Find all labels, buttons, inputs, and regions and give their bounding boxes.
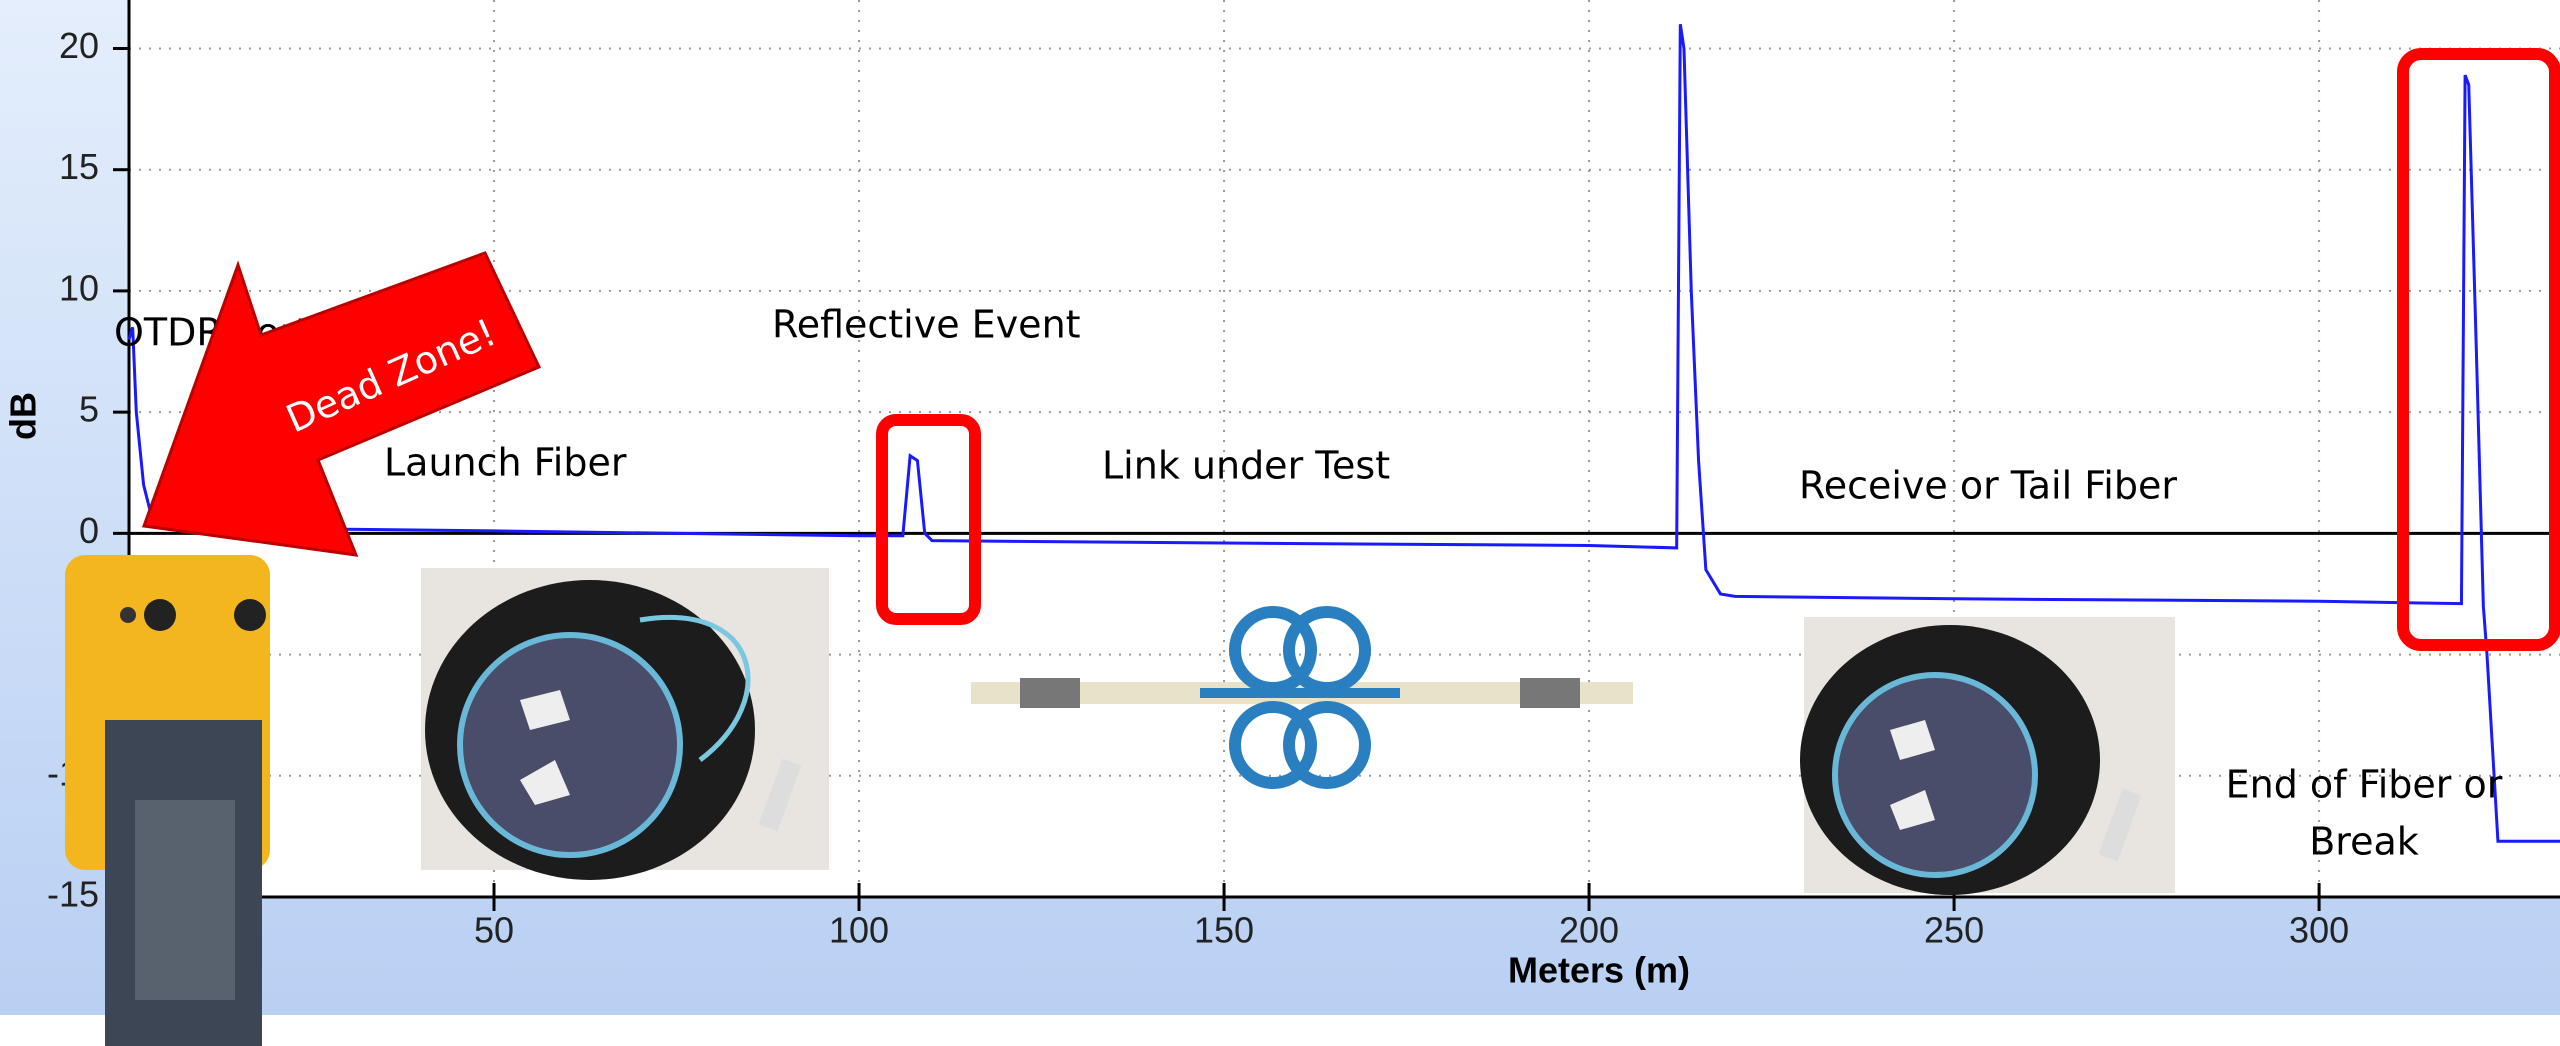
annotation: End of Fiber or	[2226, 763, 2503, 807]
annotation: Receive or Tail Fiber	[1799, 464, 2177, 508]
annotation: Link under Test	[1102, 444, 1390, 488]
launch-fiber-photo	[421, 568, 829, 880]
x-tick-label: 200	[1559, 910, 1619, 951]
dead-zone-arrow	[141, 251, 542, 557]
x-tick-label: 250	[1924, 910, 1984, 951]
receive-fiber-photo	[1800, 617, 2175, 895]
y-tick-label: 20	[59, 25, 99, 66]
patch-cable-image	[971, 606, 1633, 789]
annotation: Break	[2309, 820, 2419, 864]
y-tick-label: -15	[47, 874, 99, 915]
x-tick-label: 100	[829, 910, 889, 951]
y-tick-label: 15	[59, 146, 99, 187]
x-tick-label: 50	[474, 910, 514, 951]
y-tick-label: 5	[79, 389, 99, 430]
annotation: Launch Fiber	[384, 441, 627, 485]
x-axis-label: Meters (m)	[1508, 950, 1690, 991]
end-event-box	[2397, 48, 2560, 651]
y-tick-label: 0	[79, 510, 99, 551]
otdr-device	[65, 555, 270, 1046]
annotation: Reflective Event	[772, 303, 1081, 347]
y-axis-label: dB	[3, 392, 44, 440]
x-tick-label: 150	[1194, 910, 1254, 951]
y-tick-label: 10	[59, 267, 99, 308]
x-tick-label: 300	[2289, 910, 2349, 951]
reflective-event-box	[876, 414, 981, 625]
